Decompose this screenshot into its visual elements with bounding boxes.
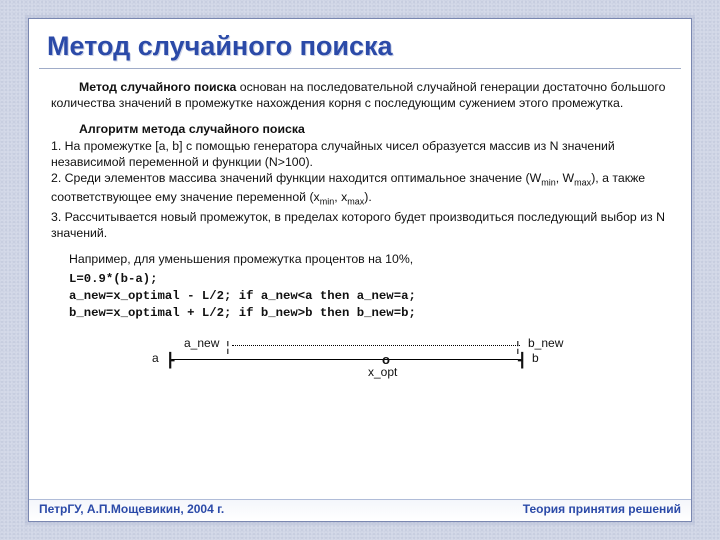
label-b-new: b_new: [528, 336, 563, 352]
example-lead: Например, для уменьшения промежутка проц…: [69, 251, 669, 267]
label-a: a: [152, 351, 159, 367]
dotted-line: [232, 345, 520, 346]
slide-panel: Метод случайного поиска Метод случайного…: [28, 18, 692, 522]
tick-bot-right: ┫: [518, 351, 526, 369]
step-2-e: ).: [364, 190, 372, 204]
step-1: 1. На промежутке [a, b] с помощью генера…: [51, 139, 615, 169]
step-2-b: , W: [556, 171, 574, 185]
tick-top-left: ¦: [226, 337, 230, 355]
sub-max: max: [574, 178, 591, 188]
footer-right: Теория принятия решений: [523, 502, 681, 516]
slide-content: Метод случайного поиска основан на после…: [29, 69, 691, 381]
sub-max2: max: [347, 197, 364, 207]
step-3: 3. Рассчитывается новый промежуток, в пр…: [51, 210, 665, 240]
step-2-a: 2. Среди элементов массива значений функ…: [51, 171, 541, 185]
step-2-d: , x: [334, 190, 347, 204]
label-a-new: a_new: [184, 336, 219, 352]
sub-min2: min: [320, 197, 335, 207]
algorithm-block: Алгоритм метода случайного поиска 1. На …: [51, 121, 669, 241]
intro-bold: Метод случайного поиска: [79, 80, 236, 94]
code-line-2: a_new=x_optimal - L/2; if a_new<a then a…: [69, 288, 669, 305]
solid-line: [172, 359, 522, 360]
interval-diagram: a_new ¦ ¦ b_new a ┣ o ┫ b x_opt: [130, 337, 590, 381]
label-b: b: [532, 351, 539, 367]
algo-heading: Алгоритм метода случайного поиска: [79, 121, 305, 137]
code-block: L=0.9*(b-a); a_new=x_optimal - L/2; if a…: [69, 271, 669, 321]
footer-left: ПетрГУ, А.П.Мощевикин, 2004 г.: [39, 502, 224, 516]
label-x-opt: x_opt: [368, 365, 397, 381]
intro-paragraph: Метод случайного поиска основан на после…: [51, 79, 669, 111]
tick-bot-left: ┣: [166, 351, 174, 369]
slide-footer: ПетрГУ, А.П.Мощевикин, 2004 г. Теория пр…: [29, 499, 691, 521]
code-line-3: b_new=x_optimal + L/2; if b_new>b then b…: [69, 305, 669, 322]
code-line-1: L=0.9*(b-a);: [69, 271, 669, 288]
slide-title: Метод случайного поиска: [29, 19, 691, 66]
sub-min: min: [541, 178, 556, 188]
